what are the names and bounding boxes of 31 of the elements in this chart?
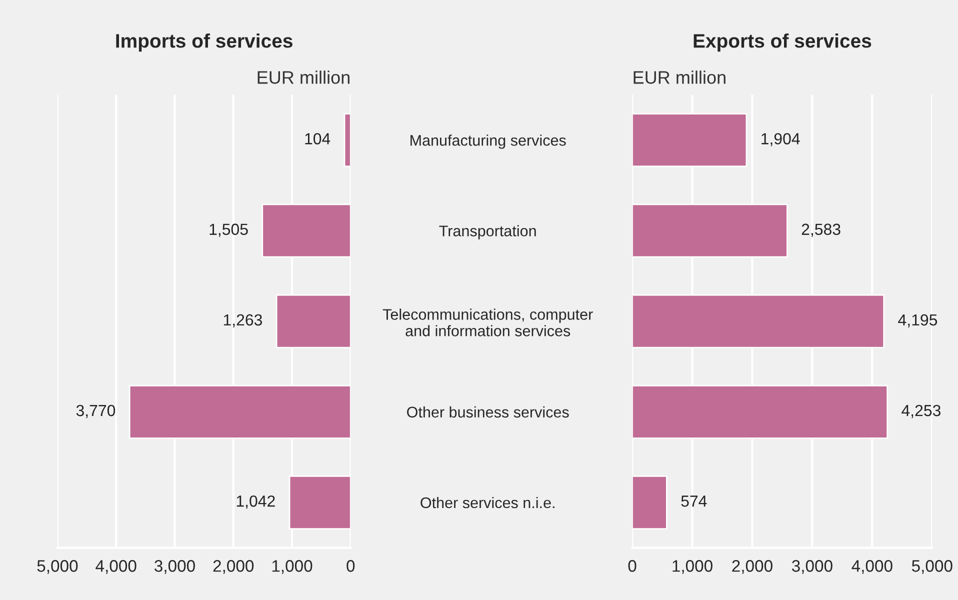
chart-title: Exports of services [694,33,872,52]
data-label: 3,770 [76,404,116,418]
chart-title: Imports of services [116,33,292,52]
x-tick-label: 4,000 [852,560,892,574]
y-tick-label: Transportation [439,225,536,240]
data-label: 4,253 [902,404,940,418]
x-axis-title: EUR million [258,70,350,84]
data-label: 574 [681,496,707,507]
data-label: 1,042 [236,495,275,509]
x-tick-label: 5,000 [912,560,952,574]
data-label: 4,195 [898,314,938,328]
y-tick-label: Other services n.i.e. [420,496,554,508]
data-label: 1,904 [762,133,800,146]
x-tick-label: 0 [628,560,636,572]
x-tick-label: 4,000 [96,560,136,574]
y-tick-label: Telecommunications, computer and information services [382,308,593,336]
data-label: 1,505 [210,224,248,237]
x-tick-label: 1,000 [272,560,312,574]
data-label: 1,263 [224,314,262,328]
x-axis-title: EUR million [634,70,726,84]
x-tick-label: 2,000 [732,560,772,574]
x-tick-label: 0 [346,560,355,572]
y-tick-label: Manufacturing services [410,134,566,149]
data-label: 104 [305,133,330,144]
x-tick-label: 3,000 [792,560,832,574]
x-tick-label: 2,000 [213,560,254,574]
x-tick-label: 1,000 [672,560,712,574]
data-label: 2,583 [802,224,840,237]
x-tick-label: 5,000 [37,560,78,574]
x-tick-label: 3,000 [154,560,195,574]
y-tick-label: Other business services [407,406,569,418]
